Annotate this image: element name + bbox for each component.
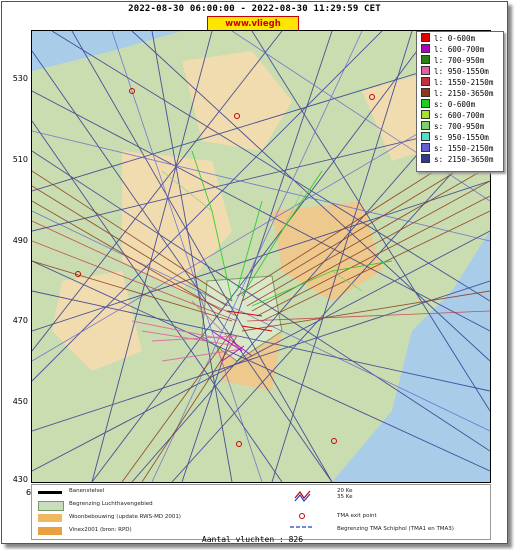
legend-swatch	[421, 143, 430, 152]
map-legend: Banenstelsel Begrenzing Luchthavengebied…	[31, 484, 491, 540]
residential-area	[182, 51, 292, 151]
legend-label: l: 950-1550m	[434, 67, 489, 76]
legend-item: s: 950-1550m	[421, 132, 489, 143]
legend-item: l: 700-950m	[421, 55, 484, 66]
residential-swatch	[38, 514, 62, 522]
y-tick-530: 530	[12, 74, 28, 83]
map-legend-label: 20 Ke 35 Ke	[337, 488, 353, 500]
legend-item: l: 2150-3650m	[421, 88, 493, 99]
legend-label: s: 950-1550m	[434, 133, 489, 142]
legend-item: s: 600-700m	[421, 110, 484, 121]
y-tick-450: 450	[12, 397, 28, 406]
legend-label: s: 600-700m	[434, 111, 485, 120]
legend-swatch	[421, 99, 430, 108]
map-legend-label: Vinex2001 (bron: RPD)	[69, 527, 132, 533]
legend-label: l: 0-600m	[434, 34, 476, 43]
legend-swatch	[421, 66, 430, 75]
map-legend-label: Woonbebouwing (update RWS-MD 2001)	[69, 514, 181, 520]
y-tick-470: 470	[12, 316, 28, 325]
legend-label: s: 1550-2150m	[434, 144, 494, 153]
legend-item: l: 600-700m	[421, 44, 484, 55]
legend-label: s: 0-600m	[434, 100, 476, 109]
legend-label: s: 700-950m	[434, 122, 485, 131]
exit-point-icon	[299, 513, 305, 519]
airport-boundary-swatch	[38, 501, 64, 511]
legend-swatch	[421, 110, 430, 119]
legend-label: l: 600-700m	[434, 45, 485, 54]
legend-swatch	[421, 154, 430, 163]
map-legend-label: Begrenzing Luchthavengebied	[69, 501, 153, 507]
legend-swatch	[421, 77, 430, 86]
page-title: 2022-08-30 06:00:00 - 2022-08-30 11:29:5…	[128, 4, 381, 14]
vinex-swatch	[38, 527, 62, 535]
legend-label: l: 700-950m	[434, 56, 485, 65]
legend-item: s: 2150-3650m	[421, 154, 493, 165]
tracks-l-1550-2150	[32, 220, 490, 322]
tracks-l-0-600	[226, 310, 273, 332]
legend-item: l: 950-1550m	[421, 66, 489, 77]
land-area	[32, 31, 490, 482]
legend-item: s: 1550-2150m	[421, 143, 493, 154]
map-canvas	[32, 31, 490, 482]
map-legend-label: Begrenzing TMA Schiphol (TMA1 en TMA3)	[337, 526, 454, 532]
altitude-legend: l: 0-600m l: 600-700m l: 700-950m l: 950…	[416, 31, 504, 172]
legend-label: l: 2150-3650m	[434, 89, 494, 98]
legend-swatch	[421, 88, 430, 97]
legend-swatch	[421, 55, 430, 64]
residential-area	[122, 151, 232, 291]
flight-count: Aantal vluchten : 826	[201, 535, 304, 544]
map-frame: 2022-08-30 06:00:00 - 2022-08-30 11:29:5…	[1, 1, 508, 544]
sea-area	[32, 31, 182, 71]
tracks-s-2150-3650	[32, 31, 490, 482]
legend-item: s: 0-600m	[421, 99, 475, 110]
tracks-l-2150-3650	[32, 135, 490, 482]
legend-label: s: 2150-3650m	[434, 155, 494, 164]
tracks-l-600-700	[211, 330, 253, 362]
flight-track-map[interactable]	[31, 30, 491, 483]
legend-label: l: 1550-2150m	[434, 78, 494, 87]
y-tick-510: 510	[12, 155, 28, 164]
y-tick-430: 430	[12, 475, 28, 484]
legend-swatch	[421, 44, 430, 53]
legend-item: l: 0-600m	[421, 33, 475, 44]
runway-swatch	[38, 491, 62, 494]
tracks-s-700-950	[161, 170, 363, 292]
legend-item: s: 700-950m	[421, 121, 484, 132]
y-tick-490: 490	[12, 236, 28, 245]
legend-swatch	[421, 33, 430, 42]
tma-boundary-icon	[290, 526, 312, 528]
legend-swatch	[421, 132, 430, 141]
legend-item: l: 1550-2150m	[421, 77, 493, 88]
noise-contour-icon	[294, 490, 311, 502]
map-legend-label: Banenstelsel	[69, 488, 105, 494]
legend-swatch	[421, 121, 430, 130]
tma-exit-points	[75, 88, 375, 447]
map-legend-label: TMA exit point	[337, 513, 377, 519]
